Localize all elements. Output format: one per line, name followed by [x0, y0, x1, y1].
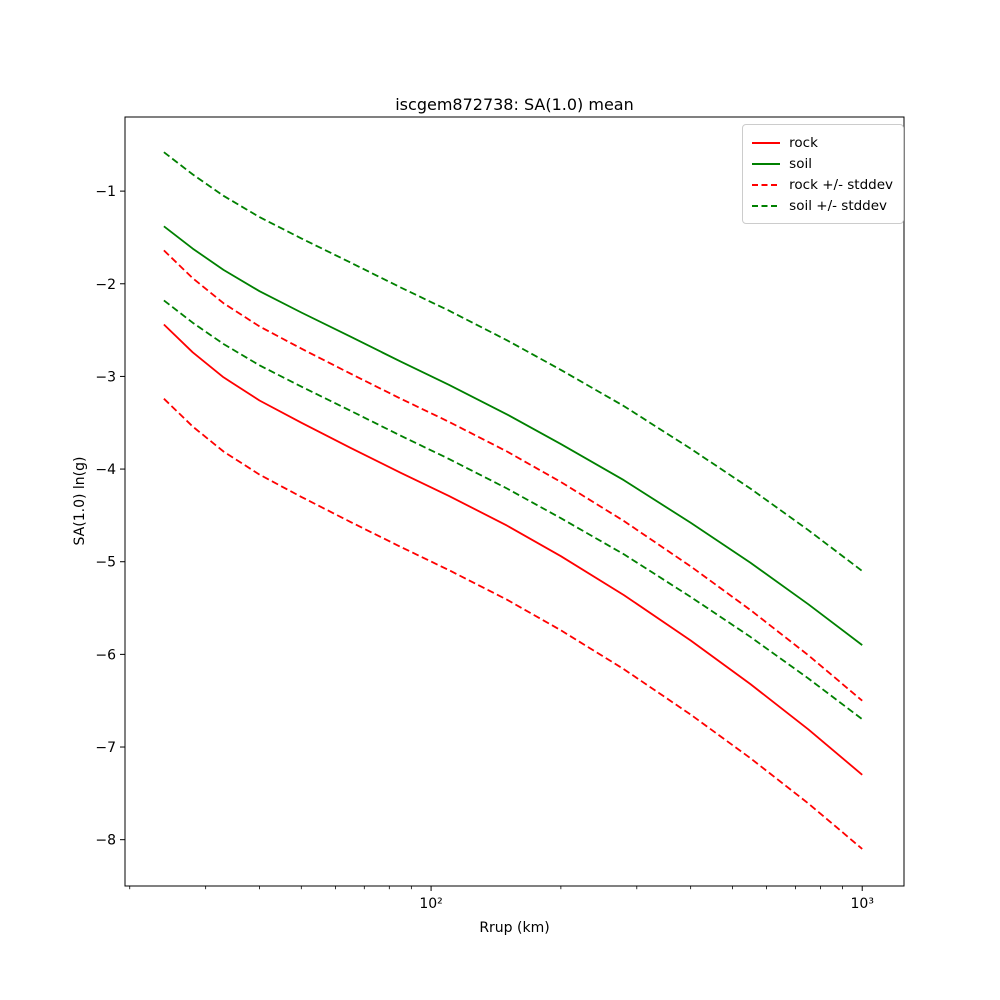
legend-label: soil: [789, 155, 812, 172]
y-axis-label: SA(1.0) ln(g): [72, 456, 88, 546]
y-tick-label: −8: [95, 833, 116, 849]
legend-entry: soil +/- stddev: [752, 195, 893, 216]
y-tick-label: −6: [95, 647, 116, 663]
y-tick-label: −1: [95, 184, 116, 200]
x-axis-label: Rrup (km): [479, 920, 550, 936]
series-soil: [163, 225, 863, 646]
chart-title: iscgem872738: SA(1.0) mean: [395, 95, 634, 114]
legend-line-sample: [752, 183, 781, 186]
legend-line-sample: [752, 162, 781, 165]
x-tick-label: 10²: [419, 896, 442, 912]
series-rock: [163, 323, 863, 776]
legend: rock soil rock +/- stddev soil +/- stddev: [742, 124, 904, 224]
y-tick-label: −5: [95, 555, 116, 571]
legend-line-sample: [752, 204, 781, 207]
legend-label: soil +/- stddev: [789, 197, 888, 214]
legend-label: rock +/- stddev: [789, 176, 893, 193]
series-rock-stddev: [163, 398, 863, 850]
axes-spines: [124, 116, 905, 887]
y-tick-label: −7: [95, 740, 116, 756]
legend-label: rock: [789, 134, 818, 151]
series-rock-stddev: [163, 249, 863, 702]
y-tick-label: −2: [95, 277, 116, 293]
x-tick-label: 10³: [851, 896, 874, 912]
series-soil-stddev: [163, 299, 863, 720]
legend-entry: rock +/- stddev: [752, 174, 893, 195]
y-tick-label: −4: [95, 462, 116, 478]
legend-entry: soil: [752, 153, 893, 174]
legend-entry: rock: [752, 132, 893, 153]
y-tick-label: −3: [95, 369, 116, 385]
series-soil-stddev: [163, 151, 863, 572]
legend-line-sample: [752, 141, 781, 144]
